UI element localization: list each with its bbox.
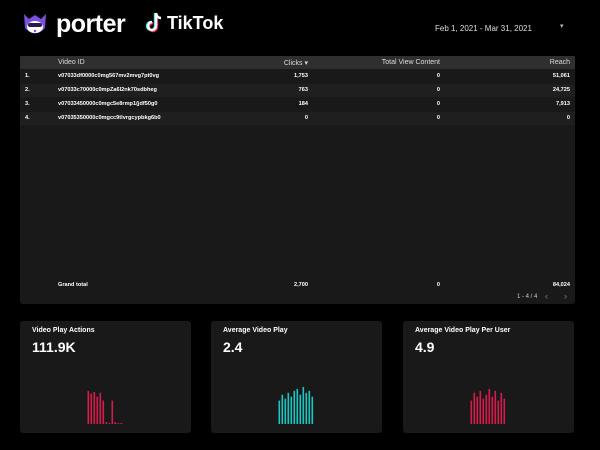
column-total-view-content[interactable]: Total View Content	[381, 59, 440, 66]
chevron-down-icon[interactable]: ▾	[560, 23, 564, 30]
kpi-card-video-play-actions: Video Play Actions 111.9K	[20, 321, 191, 433]
clicks-cell: 763	[298, 87, 308, 93]
sparkline-chart	[278, 386, 314, 424]
porter-cat-icon	[24, 14, 46, 34]
kpi-value: 2.4	[223, 339, 243, 355]
sparkline-bar	[284, 398, 287, 424]
sparkline-bar	[96, 396, 99, 424]
sparkline-bar	[497, 400, 500, 424]
video-id-cell: v07033c70000c0mpZa6l2nk70sdbheg	[58, 87, 157, 93]
grand-total-view-content: 0	[436, 282, 440, 288]
row-index: 2.	[25, 87, 30, 93]
previous-page-button[interactable]: ‹	[545, 291, 548, 301]
table-row[interactable]: 1. v07033df0000c0mg567mv2mvg7pt0vg 1,753…	[20, 70, 575, 83]
sparkline-chart	[470, 388, 506, 424]
sparkline-bar	[120, 423, 123, 424]
grand-total-reach: 84,024	[552, 282, 570, 288]
sparkline-bar	[108, 423, 111, 424]
grand-total-label: Grand total	[58, 282, 88, 288]
kpi-value: 4.9	[415, 339, 435, 355]
row-index: 1.	[25, 73, 30, 79]
sparkline-bar	[117, 423, 120, 424]
porter-logo: porter	[20, 9, 126, 39]
sparkline-bar	[111, 400, 114, 424]
sparkline-bar	[287, 392, 290, 424]
video-id-cell: v07035350000c0mgcc9tlvrgcypbkg6b0	[58, 115, 161, 121]
view-content-cell: 0	[436, 87, 440, 93]
sparkline-bar	[105, 422, 108, 424]
tiktok-note-icon	[145, 12, 162, 33]
row-index: 4.	[25, 115, 30, 121]
sparkline-bar	[299, 394, 302, 424]
sparkline-bar	[473, 392, 476, 424]
sparkline-bar	[491, 396, 494, 424]
view-content-cell: 0	[436, 101, 440, 107]
sparkline-bar	[479, 390, 482, 424]
kpi-card-average-video-play-per-user: Average Video Play Per User 4.9	[403, 321, 574, 433]
grand-total-row: Grand total 2,700 0 84,024	[20, 279, 575, 291]
sparkline-bar	[482, 398, 485, 424]
sparkline-bar	[302, 386, 305, 424]
sparkline-bar	[290, 396, 293, 424]
dashboard-header: porter TikTok Feb 1, 2021 - Mar 31, 2021…	[0, 0, 600, 52]
kpi-value: 111.9K	[32, 339, 76, 355]
column-clicks[interactable]: Clicks ▾	[283, 60, 308, 67]
clicks-cell: 1,753	[294, 73, 308, 79]
kpi-title: Average Video Play	[223, 327, 288, 334]
view-content-cell: 0	[436, 115, 440, 121]
next-page-button[interactable]: ›	[564, 291, 567, 301]
platform-name: TikTok	[167, 12, 224, 33]
sparkline-bar	[278, 400, 281, 424]
sparkline-bar	[87, 390, 90, 424]
table-row[interactable]: 4. v07035350000c0mgcc9tlvrgcypbkg6b0 0 0…	[20, 112, 575, 125]
sparkline-bar	[99, 392, 102, 424]
pagination-status: 1 - 4 / 4	[517, 294, 538, 300]
kpi-title: Video Play Actions	[32, 327, 95, 334]
sparkline-bar	[93, 392, 96, 424]
reach-cell: 7,913	[556, 101, 570, 107]
sparkline-bar	[293, 390, 296, 424]
sparkline-bar	[476, 396, 479, 424]
column-video-id[interactable]: Video ID	[58, 59, 85, 66]
sparkline-bar	[308, 390, 311, 424]
sparkline-bar	[485, 394, 488, 424]
sparkline-bar	[114, 422, 117, 424]
sparkline-bar	[470, 400, 473, 424]
view-content-cell: 0	[436, 73, 440, 79]
date-range-picker[interactable]: Feb 1, 2021 - Mar 31, 2021	[435, 24, 532, 33]
sparkline-bar	[494, 390, 497, 424]
sparkline-bar	[102, 400, 105, 424]
video-id-cell: v07033df0000c0mg567mv2mvg7pt0vg	[58, 73, 160, 79]
sparkline-bar	[488, 388, 491, 424]
sparkline-bar	[503, 398, 506, 424]
clicks-cell: 184	[298, 101, 308, 107]
row-index: 3.	[25, 101, 30, 107]
sparkline-bar	[281, 394, 284, 424]
grand-total-clicks: 2,700	[294, 282, 308, 288]
brand-name: porter	[56, 9, 126, 38]
sparkline-bar	[90, 393, 93, 424]
reach-cell: 24,725	[552, 87, 570, 93]
tiktok-logo: TikTok	[145, 12, 223, 34]
sparkline-bar	[311, 396, 314, 424]
sparkline-chart	[87, 390, 123, 424]
kpi-title: Average Video Play Per User	[415, 327, 511, 334]
video-table: Video ID Clicks ▾ Total View Content Rea…	[20, 56, 575, 304]
clicks-cell: 0	[304, 115, 308, 121]
table-header: Video ID Clicks ▾ Total View Content Rea…	[20, 56, 575, 69]
video-id-cell: v07033450000c0mgc5e8rmp1(jdf50g0	[58, 101, 158, 107]
sparkline-bar	[296, 388, 299, 424]
table-row[interactable]: 3. v07033450000c0mgc5e8rmp1(jdf50g0 184 …	[20, 98, 575, 111]
column-reach[interactable]: Reach	[549, 59, 570, 66]
sparkline-bar	[305, 392, 308, 424]
kpi-card-average-video-play: Average Video Play 2.4	[211, 321, 382, 433]
table-row[interactable]: 2. v07033c70000c0mpZa6l2nk70sdbheg 763 0…	[20, 84, 575, 97]
reach-cell: 0	[566, 115, 570, 121]
reach-cell: 51,061	[552, 73, 570, 79]
sparkline-bar	[500, 392, 503, 424]
